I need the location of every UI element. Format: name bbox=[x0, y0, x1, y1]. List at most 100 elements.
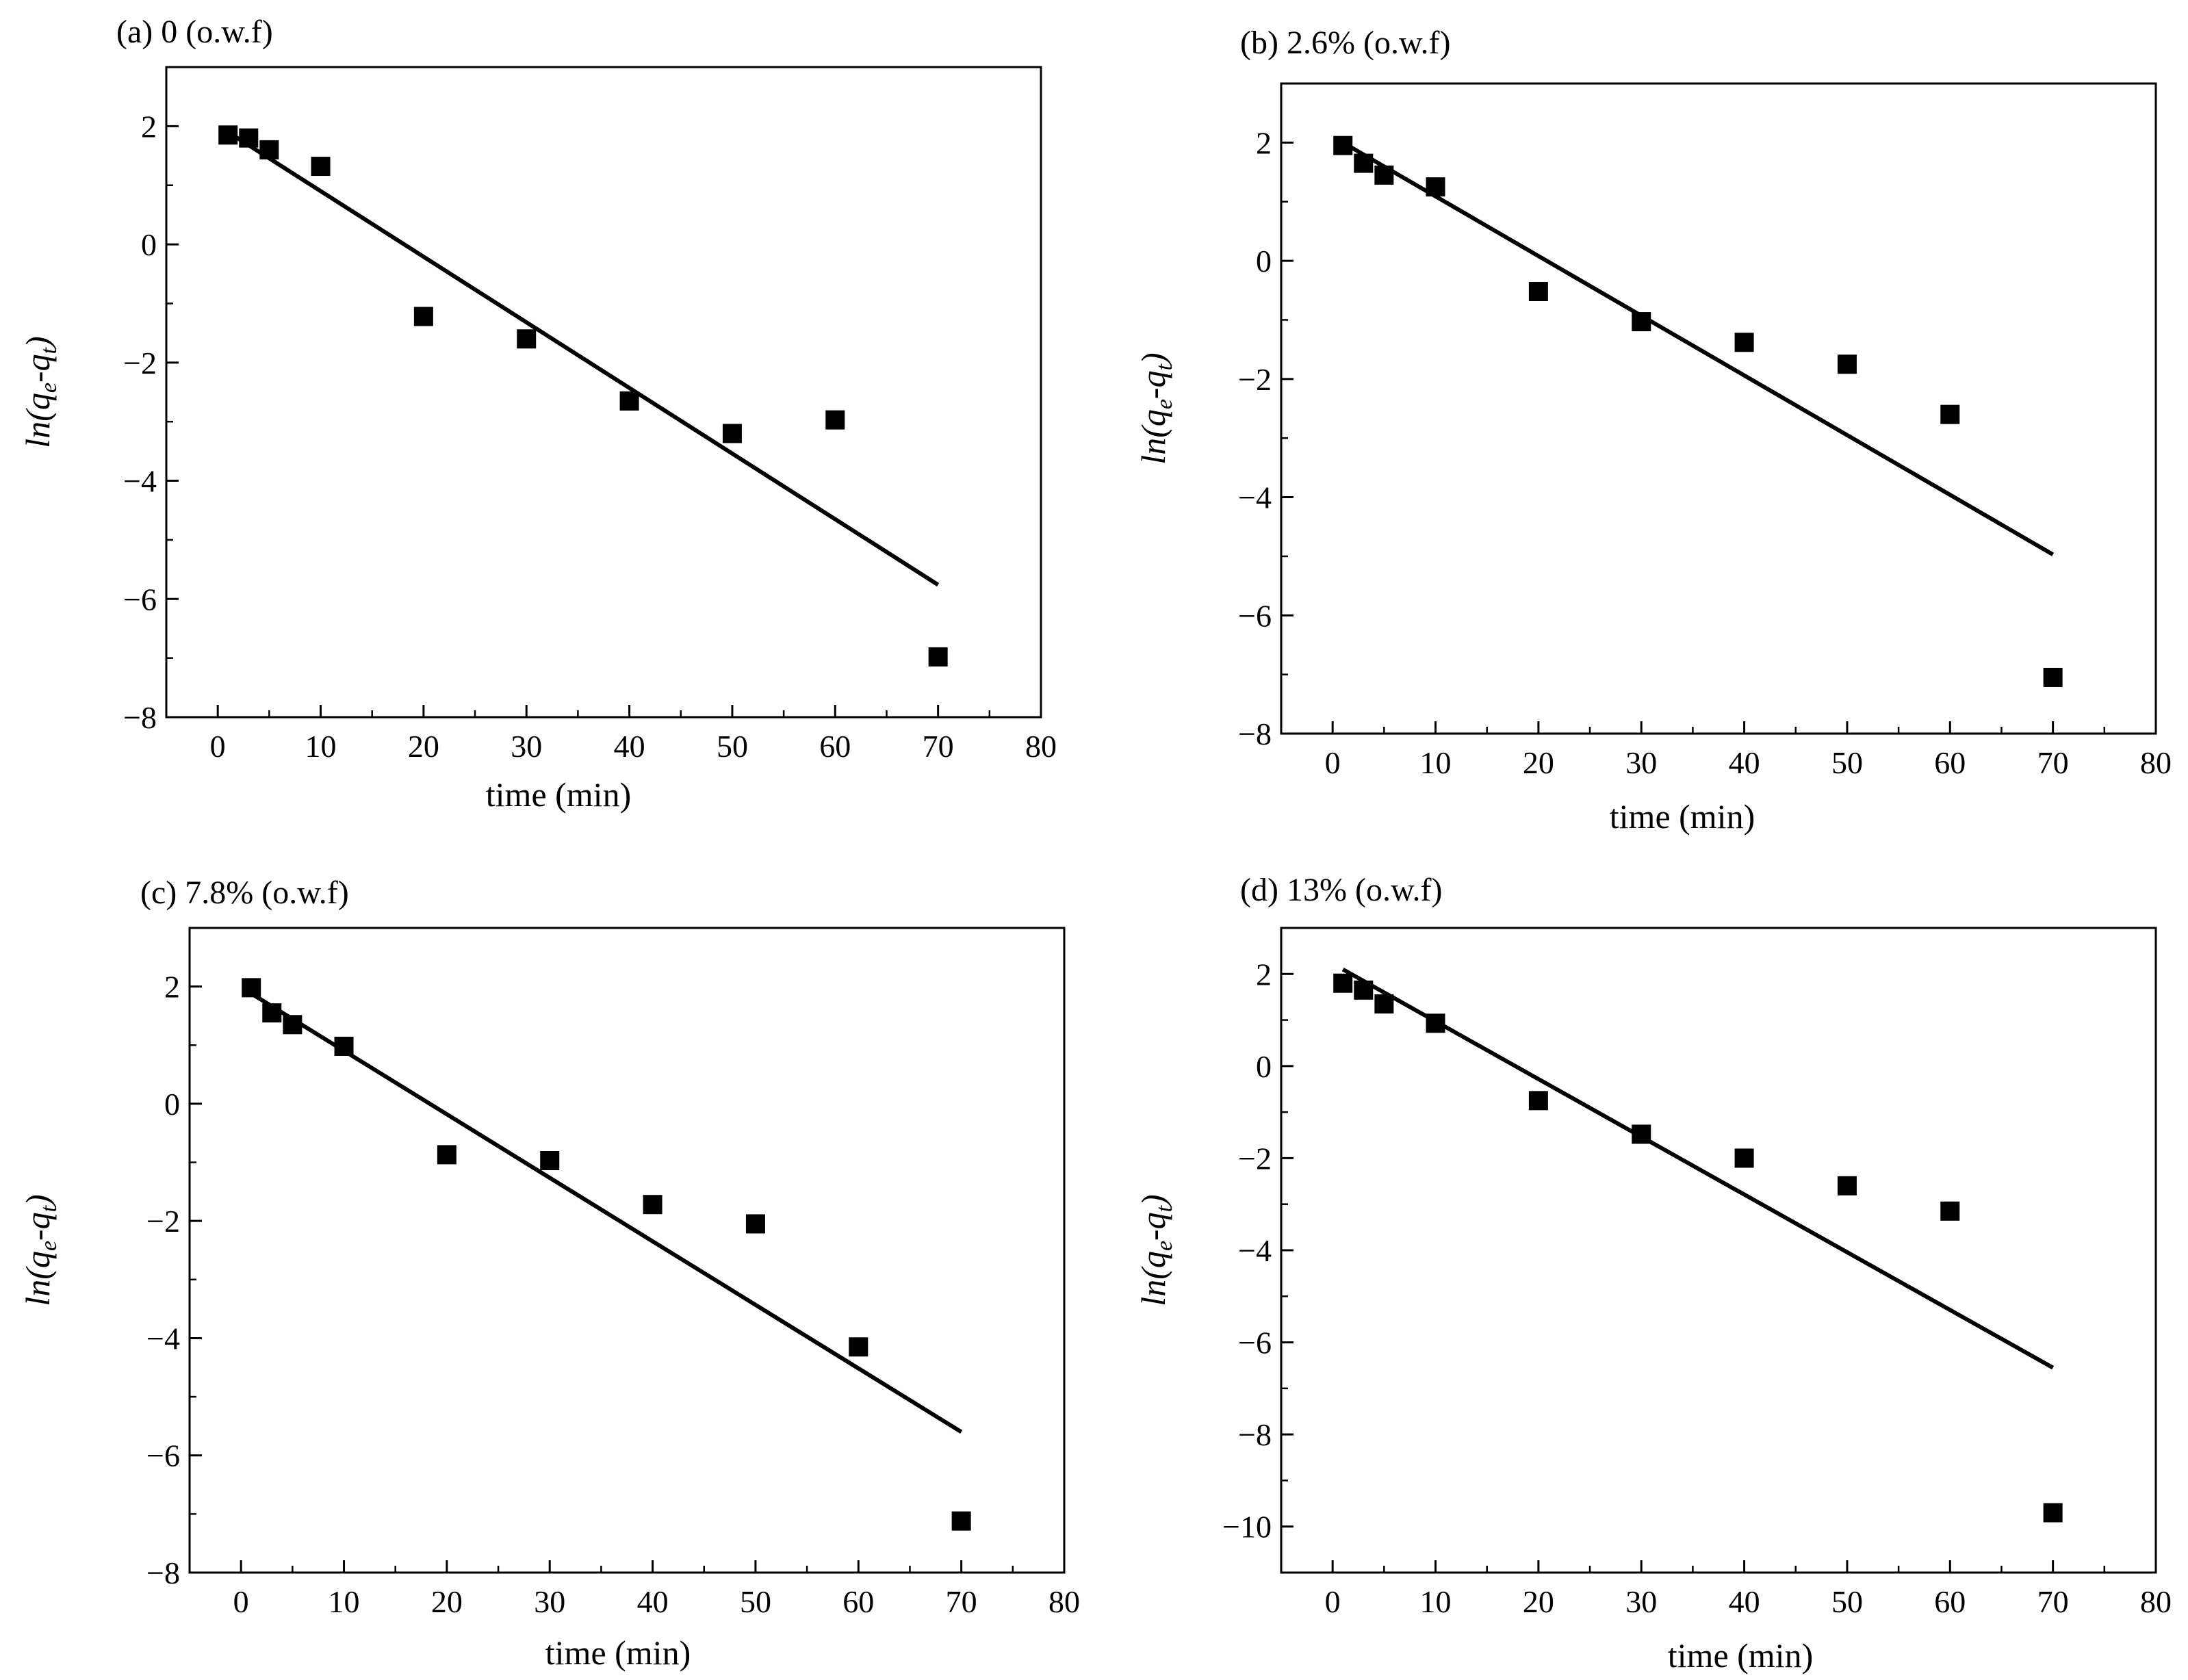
panel-a-data-point bbox=[928, 647, 948, 667]
panel-b-fit-line bbox=[1341, 140, 2055, 556]
panel-d-ylabel-end: ) bbox=[1134, 1194, 1172, 1208]
panel-a-fit-line bbox=[227, 130, 940, 587]
panel-a-x-ticks: 0 10 20 30 40 50 60 70 80 bbox=[210, 705, 1057, 764]
panel-b-marks bbox=[1333, 135, 2063, 687]
panel-c-x-tick-label: 0 bbox=[233, 1584, 249, 1619]
panel-b-ylabel-sub2: t bbox=[1152, 363, 1177, 370]
panel-b-plot-area bbox=[1280, 82, 2157, 735]
panel-d-y-tick-label: −4 bbox=[1238, 1233, 1272, 1268]
panel-d-x-tick-label: 50 bbox=[1831, 1584, 1863, 1619]
panel-a-y-tick-label: −2 bbox=[123, 346, 157, 380]
panel-d-data-point bbox=[1837, 1176, 1857, 1196]
panel-c-x-tick-label: 20 bbox=[431, 1584, 463, 1619]
panel-a-y-tick-label: 0 bbox=[141, 227, 157, 262]
panel-a-y-axis-title: ln(qe-qt) bbox=[18, 336, 62, 448]
panel-a-x-tick-label: 20 bbox=[408, 729, 439, 764]
panel-d-x-tick-label: 30 bbox=[1625, 1584, 1657, 1619]
panel-d-y-tick-label: −2 bbox=[1238, 1141, 1272, 1176]
panel-b-x-tick-label: 10 bbox=[1420, 745, 1452, 780]
panel-a-data-point bbox=[722, 424, 742, 443]
panel-b-data-point bbox=[1837, 354, 1857, 374]
panel-c-ylabel-end: ) bbox=[18, 1194, 57, 1208]
panel-b-x-tick-label: 20 bbox=[1523, 745, 1554, 780]
panel-c-x-tick-label: 30 bbox=[534, 1584, 565, 1619]
panel-d-y-tick-label: 2 bbox=[1256, 957, 1272, 992]
panel-c-data-point bbox=[849, 1337, 868, 1357]
panel-c-x-tick-label: 50 bbox=[740, 1584, 771, 1619]
panel-b-ylabel-base: ln(q bbox=[1134, 409, 1172, 465]
panel-c-x-tick-label: 10 bbox=[329, 1584, 360, 1619]
panel-b-y-tick-label: 2 bbox=[1256, 125, 1272, 160]
panel-a-data-point bbox=[517, 329, 537, 349]
panel-a-x-tick-label: 80 bbox=[1025, 729, 1057, 764]
panel-b-x-ticks: 0 10 20 30 40 50 60 70 80 bbox=[1325, 721, 2172, 780]
panel-a-y-tick-label: −4 bbox=[123, 464, 157, 499]
panel-a-plot-area bbox=[165, 66, 1042, 719]
panel-c-data-point bbox=[951, 1511, 971, 1531]
panel-a-ylabel-end: ) bbox=[18, 336, 57, 350]
panel-c-ylabel-sub1: e bbox=[36, 1241, 62, 1251]
panel-c-ylabel-base: ln(q bbox=[18, 1251, 57, 1306]
panel-d-y-ticks: −10 −8 −6 −4 −2 0 2 bbox=[1222, 957, 1294, 1545]
panel-b-data-point bbox=[1734, 333, 1754, 352]
panel-c-ylabel-mid: -q bbox=[18, 1212, 57, 1241]
panel-c-data-point bbox=[540, 1150, 560, 1170]
panel-d-ylabel-sub1: e bbox=[1152, 1241, 1177, 1251]
panel-b-ylabel-mid: -q bbox=[1134, 370, 1172, 399]
panel-c-ylabel-sub2: t bbox=[36, 1204, 62, 1212]
panel-c-x-axis-title: time (min) bbox=[545, 1633, 691, 1672]
panel-b-y-tick-label: −6 bbox=[1238, 598, 1272, 633]
panel-c-y-tick-label: 0 bbox=[164, 1087, 180, 1122]
panel-b-y-tick-label: −8 bbox=[1238, 716, 1272, 751]
panel-b-ylabel-end: ) bbox=[1134, 352, 1172, 366]
panel-d-data-point bbox=[1940, 1201, 1960, 1221]
panel-a-data-point bbox=[413, 307, 433, 326]
panel-c-y-tick-label: −2 bbox=[146, 1204, 180, 1239]
panel-a-ylabel-mid: -q bbox=[18, 354, 57, 383]
panel-d-data-point bbox=[1333, 973, 1353, 993]
panel-c-x-tick-label: 70 bbox=[946, 1584, 977, 1619]
panel-c-y-ticks: −8 −6 −4 −2 0 2 bbox=[146, 970, 202, 1590]
panel-d-y-axis-title: ln(qe-qt) bbox=[1134, 1194, 1177, 1306]
panel-d-ylabel-mid: -q bbox=[1134, 1212, 1172, 1241]
panel-c-y-tick-label: −8 bbox=[146, 1555, 180, 1590]
panel-a-ylabel-base: ln(q bbox=[18, 393, 57, 448]
panel-d-x-tick-label: 40 bbox=[1729, 1584, 1760, 1619]
panel-d-ylabel-base: ln(q bbox=[1134, 1251, 1172, 1306]
panel-d-data-point bbox=[1734, 1148, 1754, 1168]
panel-c-title: (c) 7.8% (o.w.f) bbox=[140, 875, 349, 911]
panel-b-data-point bbox=[1528, 282, 1548, 301]
panel-c-data-point bbox=[437, 1145, 456, 1165]
panel-d-x-tick-label: 80 bbox=[2140, 1584, 2172, 1619]
panel-a-title: (a) 0 (o.w.f) bbox=[116, 14, 273, 50]
panel-b-data-point bbox=[2043, 667, 2063, 687]
panel-d-title: (d) 13% (o.w.f) bbox=[1240, 872, 1442, 908]
panel-b-y-tick-label: −2 bbox=[1238, 362, 1272, 397]
panel-c-data-point bbox=[643, 1195, 662, 1215]
panel-a-x-tick-label: 50 bbox=[717, 729, 748, 764]
panel-c-y-tick-label: −6 bbox=[146, 1438, 180, 1473]
panel-d-y-tick-label: −6 bbox=[1238, 1326, 1272, 1360]
panel-a: (a) 0 (o.w.f) 0 10 20 30 40 50 60 70 80 −8 −6 −4 −2… bbox=[18, 14, 1057, 814]
panel-d-data-point bbox=[1528, 1091, 1548, 1111]
panel-c-x-tick-label: 80 bbox=[1048, 1584, 1080, 1619]
panel-b-x-tick-label: 80 bbox=[2140, 745, 2172, 780]
panel-c-x-tick-label: 40 bbox=[637, 1584, 669, 1619]
panel-d-y-tick-label: 0 bbox=[1256, 1049, 1272, 1084]
panel-c: (c) 7.8% (o.w.f) 0 10 20 30 40 50 60 70 80 −8−6−… bbox=[18, 875, 1080, 1672]
panel-b-y-axis-title: ln(qe-qt) bbox=[1134, 352, 1177, 464]
panel-a-y-tick-label: −8 bbox=[123, 700, 157, 735]
panel-c-marks bbox=[242, 978, 971, 1531]
panel-c-x-ticks: 0 10 20 30 40 50 60 70 80 bbox=[233, 1560, 1080, 1619]
panel-a-y-ticks: −8 −6 −4 −2 0 2 bbox=[123, 109, 179, 735]
panel-b-x-tick-label: 40 bbox=[1729, 745, 1760, 780]
panel-c-y-axis-title: ln(qe-qt) bbox=[18, 1194, 62, 1306]
panel-a-y-tick-label: −6 bbox=[123, 582, 157, 617]
panel-d-x-ticks: 0 10 20 30 40 50 60 70 80 bbox=[1325, 1560, 2172, 1619]
panel-d-x-tick-label: 70 bbox=[2037, 1584, 2069, 1619]
panel-a-ylabel-sub2: t bbox=[36, 346, 62, 354]
panel-d-x-tick-label: 10 bbox=[1420, 1584, 1452, 1619]
panel-a-ylabel-sub1: e bbox=[36, 383, 62, 393]
panel-d-fit-line bbox=[1341, 967, 2055, 1370]
